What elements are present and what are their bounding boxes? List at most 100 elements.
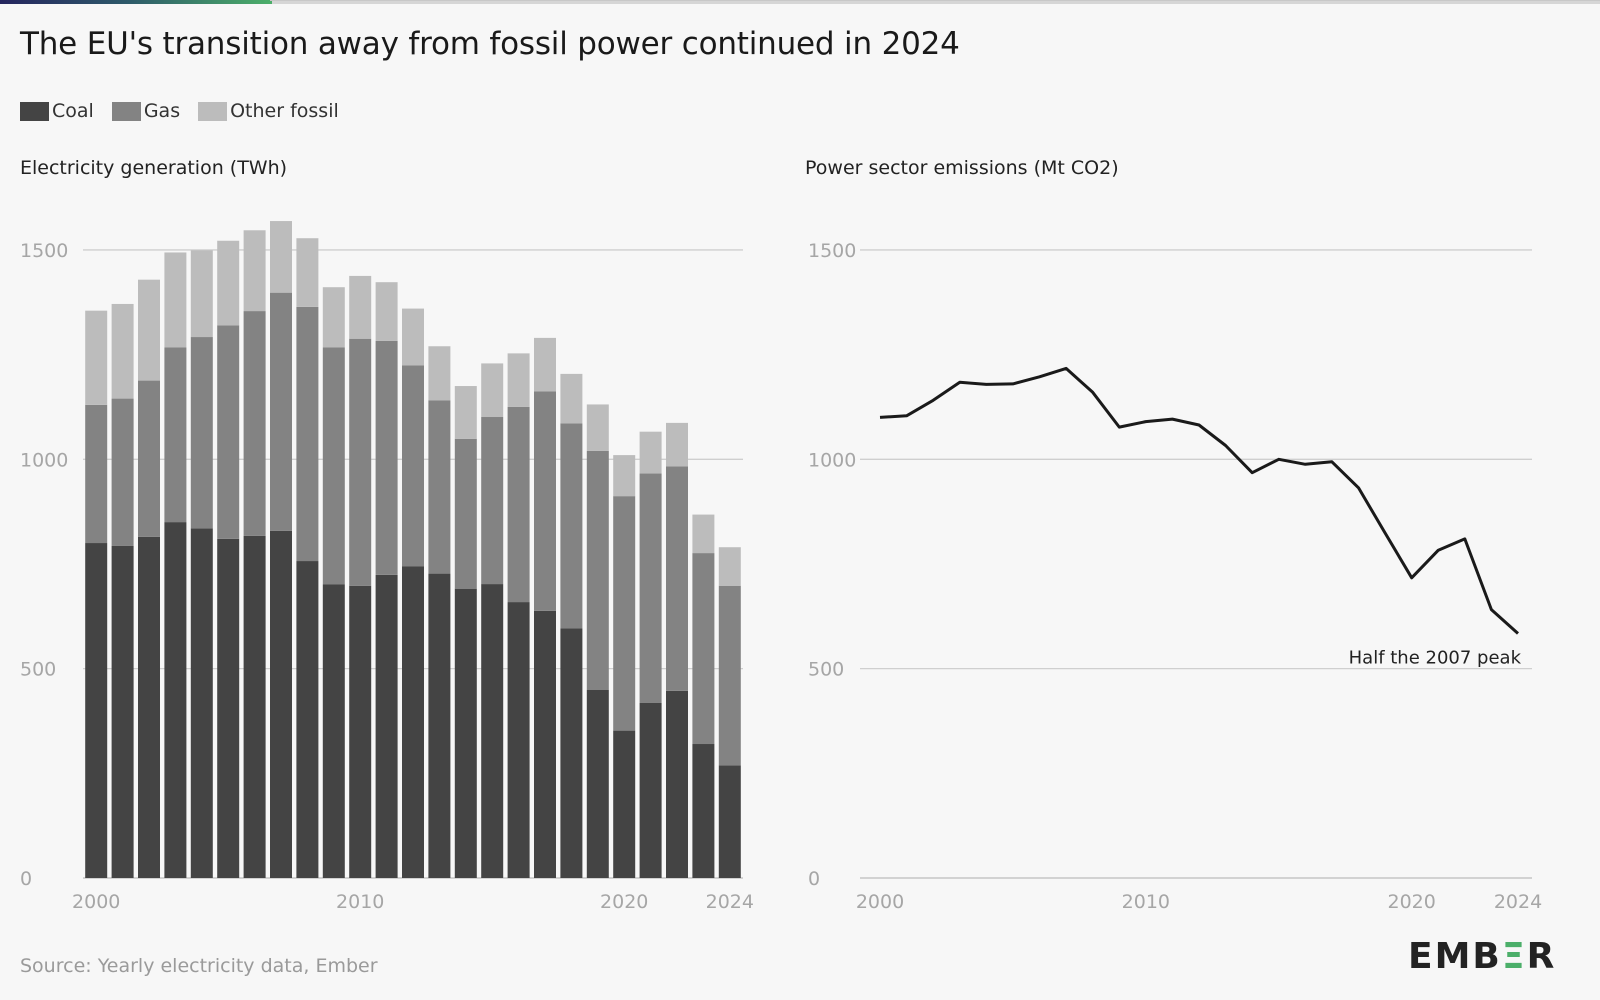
top-accent-bar: [0, 0, 1600, 4]
bar-other-fossil-2006: [243, 230, 266, 312]
bar-gas-2001: [111, 398, 134, 546]
xtick-right-2010: 2010: [1122, 891, 1170, 913]
emissions-line: [879, 366, 1520, 635]
bar-other-fossil-2022: [666, 422, 688, 467]
bar-coal-2007: [270, 530, 292, 878]
bar-other-fossil-2007: [270, 221, 292, 293]
legend-label-gas: Gas: [143, 100, 181, 122]
bar-gas-2015: [481, 417, 504, 585]
bar-gas-2002: [138, 380, 160, 537]
bar-coal-2001: [111, 545, 134, 878]
bar-gas-2021: [639, 473, 662, 703]
bar-other-fossil-2008: [296, 238, 319, 307]
bar-gas-2020: [613, 496, 636, 731]
bar-gas-2009: [322, 347, 345, 585]
bar-other-fossil-2024: [718, 547, 741, 586]
bar-other-fossil-2004: [190, 250, 213, 338]
bar-coal-2013: [428, 573, 451, 878]
bar-coal-2008: [296, 561, 319, 878]
bar-coal-2004: [190, 528, 213, 878]
ytick-left-1000: 1000: [20, 449, 68, 471]
legend-label-other-fossil: Other fossil: [230, 100, 339, 122]
top-rule: [270, 0, 1600, 1]
xtick-left-2024: 2024: [706, 891, 754, 913]
legend: Coal Gas Other fossil: [20, 100, 339, 122]
ytick-left-500: 500: [20, 659, 56, 681]
bar-other-fossil-2011: [375, 282, 398, 341]
legend-item-gas: Gas: [111, 100, 181, 122]
bar-coal-2006: [243, 535, 266, 878]
bar-coal-2011: [375, 574, 398, 878]
bar-other-fossil-2009: [322, 287, 345, 348]
legend-swatch-gas: [111, 101, 141, 121]
bar-other-fossil-2016: [507, 353, 530, 407]
bar-coal-2003: [164, 522, 187, 878]
bar-gas-2014: [454, 438, 477, 589]
bar-other-fossil-2023: [692, 514, 715, 554]
bar-gas-2019: [586, 450, 609, 691]
bar-other-fossil-2021: [639, 431, 662, 474]
bar-gas-2003: [164, 347, 187, 523]
xtick-right-2024: 2024: [1494, 891, 1542, 913]
bar-other-fossil-2003: [164, 252, 187, 348]
bar-gas-2023: [692, 553, 715, 745]
xtick-left-2010: 2010: [336, 891, 384, 913]
ytick-right-1500: 1500: [808, 240, 856, 262]
generation-chart-subtitle: Electricity generation (TWh): [20, 157, 288, 179]
bar-gas-2013: [428, 400, 451, 574]
bar-gas-2005: [217, 325, 240, 539]
bar-coal-2014: [454, 588, 477, 878]
xtick-right-2000: 2000: [856, 891, 904, 913]
bar-other-fossil-2013: [428, 346, 451, 401]
bar-other-fossil-2020: [613, 455, 636, 497]
ember-logo: EMBΞR: [1408, 936, 1556, 977]
ytick-right-1000: 1000: [808, 449, 856, 471]
bar-gas-2022: [666, 466, 688, 691]
xtick-left-2020: 2020: [600, 891, 648, 913]
bar-coal-2016: [507, 602, 530, 878]
ytick-right-0: 0: [808, 868, 820, 890]
ytick-left-1500: 1500: [20, 240, 68, 262]
xtick-right-2020: 2020: [1387, 891, 1435, 913]
bar-coal-2005: [217, 538, 240, 878]
bar-coal-2024: [718, 765, 741, 878]
annotation-half-peak: Half the 2007 peak: [1349, 647, 1522, 668]
ytick-left-0: 0: [20, 868, 32, 890]
bar-gas-2006: [243, 311, 266, 536]
source-note: Source: Yearly electricity data, Ember: [20, 955, 378, 977]
bar-coal-2015: [481, 584, 504, 878]
bar-other-fossil-2017: [534, 337, 556, 392]
ytick-right-500: 500: [808, 659, 844, 681]
chart-title: The EU's transition away from fossil pow…: [20, 26, 960, 62]
legend-swatch-other-fossil: [198, 101, 228, 121]
bar-other-fossil-2005: [217, 240, 240, 326]
bar-coal-2012: [402, 566, 424, 878]
bar-gas-2012: [402, 365, 424, 567]
bar-coal-2002: [138, 536, 160, 878]
bar-coal-2023: [692, 744, 715, 878]
bar-gas-2017: [534, 391, 556, 611]
bar-coal-2000: [85, 543, 108, 878]
bar-gas-2018: [560, 423, 583, 629]
bar-coal-2017: [534, 610, 556, 878]
legend-label-coal: Coal: [52, 100, 94, 122]
emissions-chart-subtitle: Power sector emissions (Mt CO2): [805, 157, 1119, 179]
bar-gas-2004: [190, 337, 213, 529]
bar-other-fossil-2001: [111, 303, 134, 399]
bar-other-fossil-2018: [560, 373, 583, 424]
bar-coal-2022: [666, 690, 688, 878]
bar-coal-2018: [560, 628, 583, 878]
bar-other-fossil-2015: [481, 363, 504, 418]
bar-gas-2016: [507, 406, 530, 603]
bar-coal-2019: [586, 690, 609, 878]
bar-gas-2008: [296, 306, 319, 562]
bar-other-fossil-2000: [85, 310, 108, 405]
bar-other-fossil-2014: [454, 386, 477, 439]
bar-coal-2020: [613, 730, 636, 878]
bar-gas-2024: [718, 585, 741, 766]
bar-gas-2010: [349, 338, 372, 586]
bar-coal-2009: [322, 584, 345, 878]
legend-item-coal: Coal: [20, 100, 94, 122]
bar-gas-2011: [375, 340, 398, 575]
